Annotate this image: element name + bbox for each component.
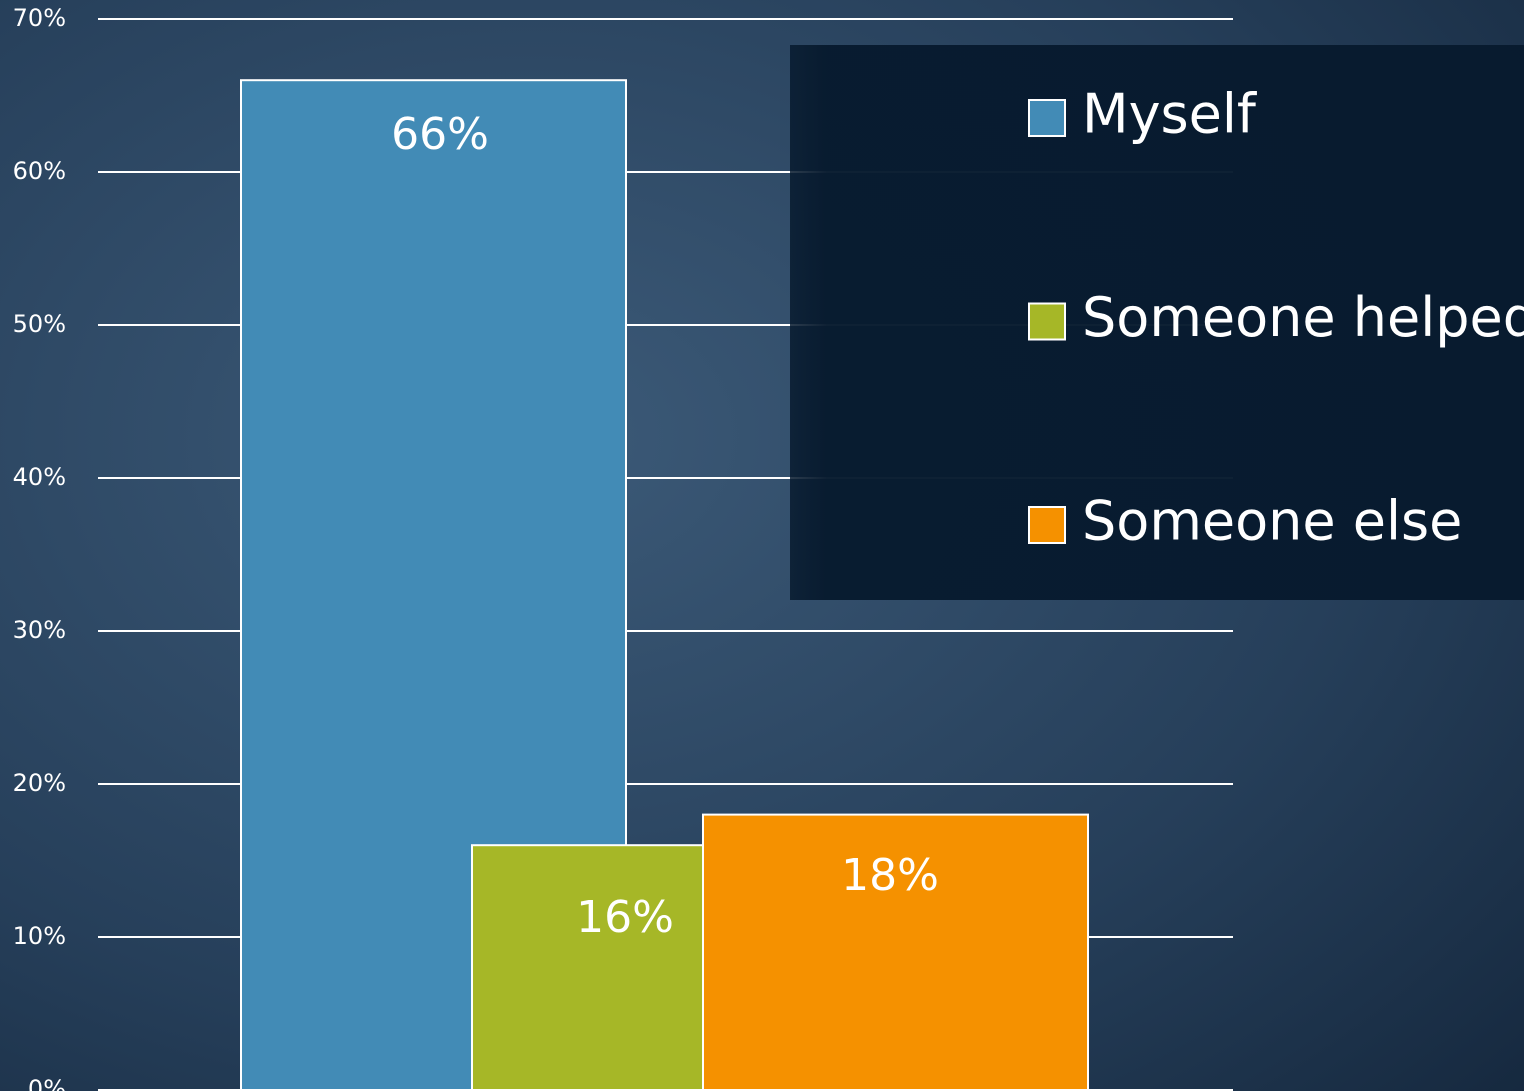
legend-swatch — [1028, 506, 1066, 544]
y-tick-label: 60% — [13, 157, 66, 185]
y-tick-label: 0% — [28, 1075, 66, 1091]
data-label: 16% — [576, 892, 674, 943]
legend-swatch — [1028, 99, 1066, 137]
legend-panel — [790, 45, 1524, 600]
y-tick-label: 50% — [13, 310, 66, 338]
bar — [471, 844, 704, 1091]
legend-label: Myself — [1082, 83, 1258, 146]
legend-label: Someone else — [1082, 490, 1462, 553]
y-tick-label: 70% — [13, 4, 66, 32]
legend-swatch — [1028, 302, 1066, 341]
data-label: 66% — [391, 109, 489, 160]
data-label: 18% — [841, 850, 939, 901]
bar — [702, 813, 1089, 1091]
y-tick-label: 20% — [13, 769, 66, 797]
y-tick-label: 40% — [13, 463, 66, 491]
y-tick-label: 10% — [13, 922, 66, 950]
legend-label: Someone helped — [1082, 286, 1524, 349]
y-tick-label: 30% — [13, 616, 66, 644]
